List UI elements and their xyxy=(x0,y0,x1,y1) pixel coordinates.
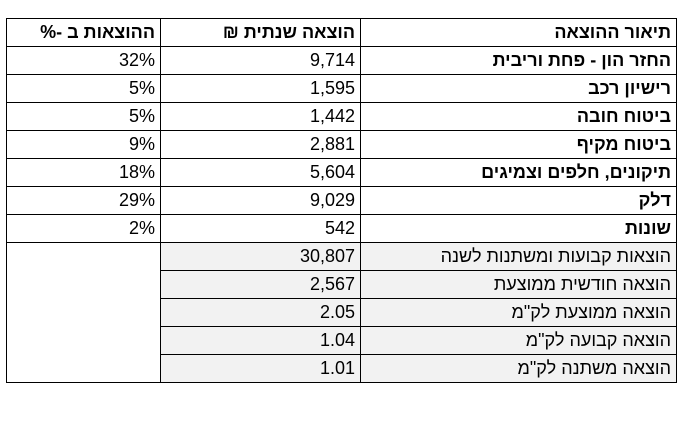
row-annual-amount: 542 xyxy=(160,214,361,243)
summary-value: 1.01 xyxy=(160,354,361,383)
row-percent: 32% xyxy=(6,46,161,75)
row-annual-amount: 9,029 xyxy=(160,186,361,215)
row-percent: 5% xyxy=(6,102,161,131)
row-annual-amount: 2,881 xyxy=(160,130,361,159)
table-row: 32% 9,714 החזר הון - פחת וריבית xyxy=(6,46,677,75)
row-percent: 5% xyxy=(6,74,161,103)
row-annual-amount: 9,714 xyxy=(160,46,361,75)
header-row: ההוצאות ב -% הוצאה שנתית ₪ תיאור ההוצאה xyxy=(6,18,677,47)
table-row: 2% 542 שונות xyxy=(6,214,677,243)
header-percent: ההוצאות ב -% xyxy=(6,18,161,47)
table-row: 29% 9,029 דלק xyxy=(6,186,677,215)
table-row: 5% 1,442 ביטוח חובה xyxy=(6,102,677,131)
row-description: ביטוח חובה xyxy=(360,102,677,131)
summary-row: 30,807 הוצאות קבועות ומשתנות לשנה xyxy=(6,242,677,383)
summary-description: הוצאות קבועות ומשתנות לשנה xyxy=(360,242,677,271)
summary-description: הוצאה משתנה לק"מ xyxy=(360,354,677,383)
expense-table: ההוצאות ב -% הוצאה שנתית ₪ תיאור ההוצאה … xyxy=(6,18,677,383)
row-percent: 2% xyxy=(6,214,161,243)
row-description: החזר הון - פחת וריבית xyxy=(360,46,677,75)
summary-value: 2.05 xyxy=(160,298,361,327)
header-annual-amount: הוצאה שנתית ₪ xyxy=(160,18,361,47)
row-description: תיקונים, חלפים וצמיגים xyxy=(360,158,677,187)
summary-row: 1.04 הוצאה קבועה לק"מ xyxy=(7,326,677,355)
row-description: ביטוח מקיף xyxy=(360,130,677,159)
row-description: שונות xyxy=(360,214,677,243)
summary-value: 30,807 xyxy=(160,242,361,271)
row-percent: 29% xyxy=(6,186,161,215)
row-annual-amount: 1,442 xyxy=(160,102,361,131)
row-annual-amount: 5,604 xyxy=(160,158,361,187)
summary-value: 1.04 xyxy=(160,326,361,355)
row-annual-amount: 1,595 xyxy=(160,74,361,103)
row-percent: 18% xyxy=(6,158,161,187)
row-description: רישיון רכב xyxy=(360,74,677,103)
summary-row: 1.01 הוצאה משתנה לק"מ xyxy=(7,354,677,383)
summary-row: 2.05 הוצאה ממוצעת לק"מ xyxy=(7,298,677,327)
table-row: 9% 2,881 ביטוח מקיף xyxy=(6,130,677,159)
row-description: דלק xyxy=(360,186,677,215)
row-percent: 9% xyxy=(6,130,161,159)
empty-merged-cell xyxy=(6,242,161,383)
summary-description: הוצאה ממוצעת לק"מ xyxy=(360,298,677,327)
table-row: 18% 5,604 תיקונים, חלפים וצמיגים xyxy=(6,158,677,187)
summary-description: הוצאה חודשית ממוצעת xyxy=(360,270,677,299)
table-row: 5% 1,595 רישיון רכב xyxy=(6,74,677,103)
summary-row: 2,567 הוצאה חודשית ממוצעת xyxy=(7,270,677,299)
summary-description: הוצאה קבועה לק"מ xyxy=(360,326,677,355)
header-description: תיאור ההוצאה xyxy=(360,18,677,47)
summary-value: 2,567 xyxy=(160,270,361,299)
